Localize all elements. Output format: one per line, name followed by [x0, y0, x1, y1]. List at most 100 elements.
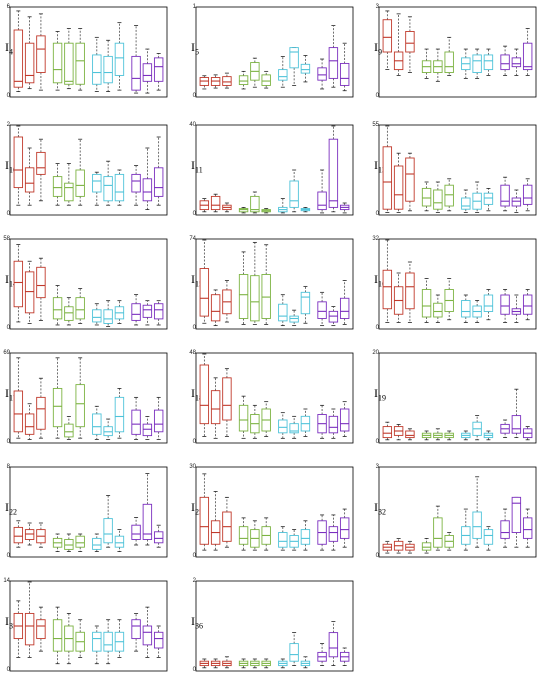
- box: [278, 303, 288, 322]
- y-axis-label-subscript: 10: [9, 165, 17, 175]
- y-axis-label: I5: [191, 40, 199, 56]
- box: [131, 409, 141, 435]
- y-axis-label: I13: [374, 158, 386, 174]
- box: [261, 274, 271, 319]
- chart-panel: 40 0 I11: [186, 120, 357, 219]
- plot-frame: [9, 6, 168, 98]
- box: [52, 176, 63, 197]
- y-axis-label-base: I: [191, 614, 195, 628]
- box: [300, 529, 311, 545]
- y-axis-label: I19: [374, 386, 386, 402]
- y-axis-label: I4: [5, 40, 13, 56]
- y-axis-label-base: I: [374, 40, 378, 54]
- box: [75, 297, 85, 320]
- box: [238, 75, 249, 86]
- box: [222, 377, 232, 421]
- y-min-tick-label: 0: [6, 93, 10, 99]
- y-axis-label: I18: [191, 386, 203, 402]
- box: [483, 192, 494, 205]
- chart-panel: 48 0 I18: [186, 348, 357, 447]
- y-axis-label: I15: [191, 272, 203, 288]
- box: [483, 54, 494, 71]
- y-min-tick-label: 0: [375, 439, 379, 445]
- box: [382, 426, 393, 439]
- box: [511, 496, 522, 533]
- box: [24, 271, 35, 314]
- box: [142, 625, 153, 646]
- box: [153, 167, 164, 197]
- y-axis-label-subscript: 36: [195, 621, 203, 631]
- y-max-tick-label: 3: [375, 464, 379, 470]
- box: [114, 535, 125, 548]
- box: [114, 396, 125, 433]
- box: [339, 62, 350, 86]
- plot-frame: [378, 124, 537, 216]
- box: [421, 289, 432, 318]
- box: [500, 184, 510, 207]
- y-axis-label-subscript: 22: [9, 507, 17, 517]
- box: [92, 309, 102, 323]
- box: [199, 496, 210, 545]
- chart-panel: 30 0 I25: [186, 462, 357, 561]
- chart-panel: 8 0 I22: [0, 462, 171, 561]
- box: [328, 138, 339, 208]
- box: [339, 517, 350, 539]
- boxplot-svg: [195, 580, 354, 672]
- y-max-tick-label: 30: [189, 464, 196, 470]
- box: [472, 511, 482, 539]
- boxplot-svg: [9, 580, 168, 672]
- y-axis-label-subscript: 35: [9, 621, 17, 631]
- boxplot-svg: [378, 6, 537, 98]
- y-max-tick-label: 2: [6, 122, 10, 128]
- y-min-tick-label: 0: [192, 667, 196, 673]
- plot-frame: [378, 352, 537, 444]
- box: [142, 63, 153, 82]
- box: [13, 526, 24, 544]
- chart-panel: 74 0 I15: [186, 234, 357, 333]
- y-max-tick-label: 58: [3, 236, 10, 242]
- y-axis-label: I22: [5, 500, 17, 516]
- box: [317, 301, 327, 319]
- plot-frame: [195, 466, 354, 558]
- box: [289, 180, 299, 208]
- plot-frame: [9, 580, 168, 672]
- y-axis-label: I36: [191, 614, 203, 630]
- box: [278, 532, 288, 548]
- y-axis-label-base: I: [191, 158, 195, 172]
- y-axis-label-subscript: 15: [195, 279, 203, 289]
- y-max-tick-label: 55: [372, 122, 379, 128]
- y-min-tick-label: 0: [192, 325, 196, 331]
- chart-panel: 1 0 I5: [186, 2, 357, 101]
- boxplot-svg: [9, 238, 168, 330]
- box: [64, 423, 74, 438]
- y-min-tick-label: 0: [6, 439, 10, 445]
- box: [131, 303, 141, 321]
- y-max-tick-label: 48: [189, 350, 196, 356]
- plot-frame: [195, 238, 354, 330]
- box: [210, 390, 221, 425]
- box: [52, 42, 63, 84]
- box: [405, 430, 415, 439]
- box: [433, 189, 443, 210]
- box: [289, 315, 299, 323]
- boxplot-svg: [9, 6, 168, 98]
- y-axis-label-base: I: [5, 158, 9, 172]
- plot-frame: [9, 466, 168, 558]
- y-axis-label: I35: [5, 614, 17, 630]
- y-axis-label-subscript: 32: [378, 507, 386, 517]
- y-axis-label: I11: [191, 158, 203, 174]
- y-min-tick-label: 0: [192, 93, 196, 99]
- plot-frame: [9, 124, 168, 216]
- box: [75, 42, 85, 85]
- y-axis-label-subscript: 4: [9, 47, 13, 57]
- boxplot-svg: [195, 466, 354, 558]
- box: [461, 197, 471, 210]
- y-axis-label-subscript: 9: [378, 47, 382, 57]
- y-max-tick-label: 69: [3, 350, 10, 356]
- box: [328, 632, 339, 658]
- y-max-tick-label: 32: [372, 236, 379, 242]
- y-axis-label-base: I: [374, 158, 378, 172]
- box: [64, 306, 74, 321]
- plot-frame: [195, 580, 354, 672]
